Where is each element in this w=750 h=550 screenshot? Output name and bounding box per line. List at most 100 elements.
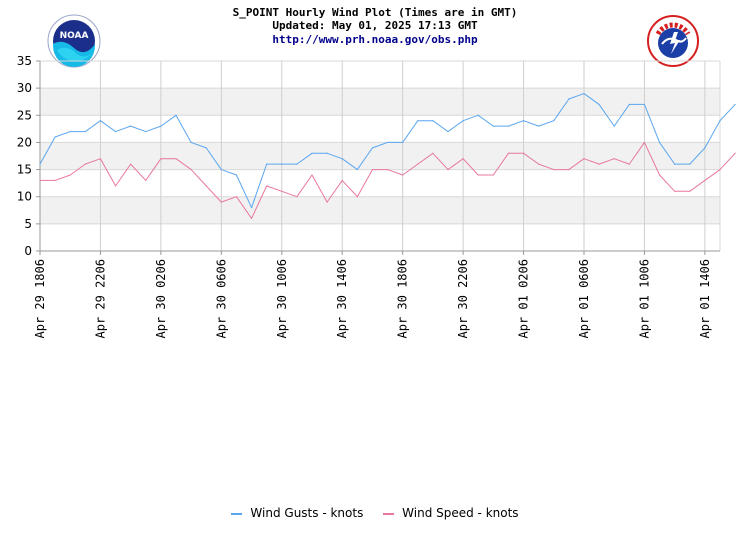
chart-legend: Wind Gusts - knots Wind Speed - knots xyxy=(0,506,750,520)
data-point xyxy=(734,103,736,106)
y-tick-label: 15 xyxy=(17,163,32,177)
y-axis-ticks: 0 5 10 15 20 25 30 35 xyxy=(17,54,40,258)
legend-item-speed[interactable]: Wind Speed - knots xyxy=(383,506,519,520)
data-point xyxy=(643,103,646,106)
data-point xyxy=(719,120,721,122)
x-tick-label: Apr 30 0606 xyxy=(214,259,228,338)
x-tick-label: Apr 01 1006 xyxy=(637,259,651,338)
data-point xyxy=(719,168,721,171)
data-point xyxy=(522,120,525,122)
noaa-logo: NOAA xyxy=(47,14,101,68)
data-point xyxy=(568,168,570,171)
x-tick-label: Apr 29 1806 xyxy=(33,259,47,338)
y-tick-label: 25 xyxy=(17,108,32,122)
y-tick-label: 5 xyxy=(24,217,32,231)
data-point xyxy=(583,158,585,160)
data-point xyxy=(538,125,540,127)
data-point xyxy=(689,190,691,192)
data-point xyxy=(417,120,419,122)
data-point xyxy=(402,141,404,144)
data-point xyxy=(538,163,540,165)
legend-swatch-speed xyxy=(383,512,395,515)
legend-label-speed: Wind Speed - knots xyxy=(402,506,519,520)
data-point xyxy=(114,130,117,133)
data-point xyxy=(54,136,56,138)
data-point xyxy=(432,120,434,122)
series-0 xyxy=(39,92,736,209)
data-point xyxy=(266,163,268,165)
data-point xyxy=(235,174,238,176)
data-point xyxy=(583,92,585,95)
data-point xyxy=(507,125,510,127)
data-point xyxy=(281,163,283,165)
data-point xyxy=(39,179,41,182)
data-point xyxy=(598,103,600,106)
data-point xyxy=(266,185,268,187)
chart-url[interactable]: http://www.prh.noaa.gov/obs.php xyxy=(272,33,478,46)
x-tick-label: Apr 29 2206 xyxy=(93,259,107,338)
x-tick-label: Apr 30 0206 xyxy=(154,259,168,338)
data-point xyxy=(553,120,555,122)
data-point xyxy=(386,168,389,171)
data-point xyxy=(628,103,630,106)
data-point xyxy=(205,147,207,149)
legend-item-gusts[interactable]: Wind Gusts - knots xyxy=(231,506,363,520)
data-point xyxy=(477,114,479,116)
x-tick-label: Apr 30 1806 xyxy=(396,259,410,338)
y-tick-label: 10 xyxy=(17,190,32,204)
series-1 xyxy=(39,141,736,220)
data-point xyxy=(145,179,147,182)
data-point xyxy=(643,141,646,144)
data-point xyxy=(250,206,253,209)
data-point xyxy=(69,130,71,133)
data-point xyxy=(341,179,343,182)
noaa-logo-text: NOAA xyxy=(60,31,89,41)
data-point xyxy=(613,158,615,160)
data-point xyxy=(447,130,449,133)
data-point xyxy=(54,179,56,182)
y-tick-label: 30 xyxy=(17,81,32,95)
data-point xyxy=(326,152,328,154)
y-tick-label: 0 xyxy=(24,244,32,258)
data-point xyxy=(175,158,177,160)
data-point xyxy=(130,163,132,165)
data-point xyxy=(417,163,419,165)
data-point xyxy=(658,174,661,176)
data-point xyxy=(220,168,222,171)
chart-updated: Updated: May 01, 2025 17:13 GMT xyxy=(272,19,478,32)
data-point xyxy=(160,125,162,127)
x-axis-ticks: Apr 29 1806 Apr 29 2206 Apr 30 0206 Apr 30 … xyxy=(33,251,712,338)
legend-label-gusts: Wind Gusts - knots xyxy=(250,506,364,520)
data-point xyxy=(341,158,343,160)
data-point xyxy=(326,201,328,203)
data-point xyxy=(598,163,600,165)
data-point xyxy=(130,125,132,127)
chart-series xyxy=(39,92,736,220)
chart-title-block: S_POINT Hourly Wind Plot (Times are in G… xyxy=(0,6,750,46)
data-point xyxy=(311,152,313,154)
data-point xyxy=(371,168,374,171)
data-point xyxy=(235,196,238,198)
data-point xyxy=(175,114,177,116)
data-point xyxy=(462,158,464,160)
data-point xyxy=(190,141,192,144)
data-point xyxy=(704,179,706,182)
chart-bands xyxy=(40,88,720,224)
y-tick-label: 20 xyxy=(17,135,32,149)
y-tick-label: 35 xyxy=(17,54,32,68)
data-point xyxy=(658,141,661,144)
x-tick-label: Apr 30 1406 xyxy=(335,259,349,338)
data-point xyxy=(447,168,449,171)
data-point xyxy=(99,158,102,160)
x-tick-label: Apr 01 1406 xyxy=(698,259,712,338)
data-point xyxy=(432,152,434,154)
data-point xyxy=(69,174,71,176)
data-point xyxy=(613,125,615,127)
chart-band xyxy=(40,196,720,224)
data-point xyxy=(689,163,691,165)
data-point xyxy=(704,147,706,149)
data-point xyxy=(568,98,570,100)
data-point xyxy=(84,163,86,165)
data-point xyxy=(145,130,147,133)
